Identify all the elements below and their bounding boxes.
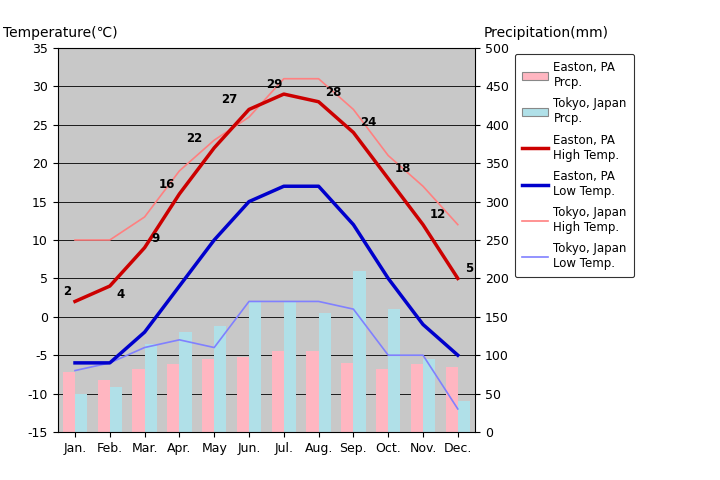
Bar: [63, 372, 75, 432]
Bar: [458, 401, 470, 432]
Text: 9: 9: [152, 231, 160, 244]
Bar: [75, 394, 87, 432]
Bar: [341, 363, 354, 432]
Bar: [237, 357, 249, 432]
Bar: [376, 369, 388, 432]
Bar: [214, 326, 226, 432]
Bar: [249, 301, 261, 432]
Text: 18: 18: [395, 162, 412, 175]
Bar: [132, 369, 145, 432]
Text: 5: 5: [464, 262, 473, 275]
Bar: [318, 313, 330, 432]
Bar: [307, 351, 318, 432]
Bar: [109, 387, 122, 432]
Bar: [423, 359, 435, 432]
Bar: [284, 301, 296, 432]
Text: 29: 29: [266, 78, 283, 91]
Bar: [354, 271, 366, 432]
Text: 4: 4: [117, 288, 125, 300]
Legend: Easton, PA
Prcp., Tokyo, Japan
Prcp., Easton, PA
High Temp., Easton, PA
Low Temp: Easton, PA Prcp., Tokyo, Japan Prcp., Ea…: [515, 54, 634, 277]
Text: 2: 2: [63, 285, 71, 298]
Bar: [145, 344, 157, 432]
Text: Precipitation(mm): Precipitation(mm): [484, 26, 608, 40]
Bar: [446, 367, 458, 432]
Text: 28: 28: [325, 85, 342, 98]
Text: 22: 22: [186, 132, 202, 144]
Text: 24: 24: [360, 116, 377, 129]
Bar: [167, 364, 179, 432]
Bar: [179, 332, 192, 432]
Text: 12: 12: [430, 208, 446, 221]
Bar: [388, 309, 400, 432]
Text: 16: 16: [158, 178, 175, 191]
Text: Temperature(℃): Temperature(℃): [4, 26, 118, 40]
Bar: [271, 351, 284, 432]
Bar: [202, 359, 214, 432]
Text: 27: 27: [221, 93, 238, 106]
Bar: [98, 380, 109, 432]
Bar: [411, 364, 423, 432]
